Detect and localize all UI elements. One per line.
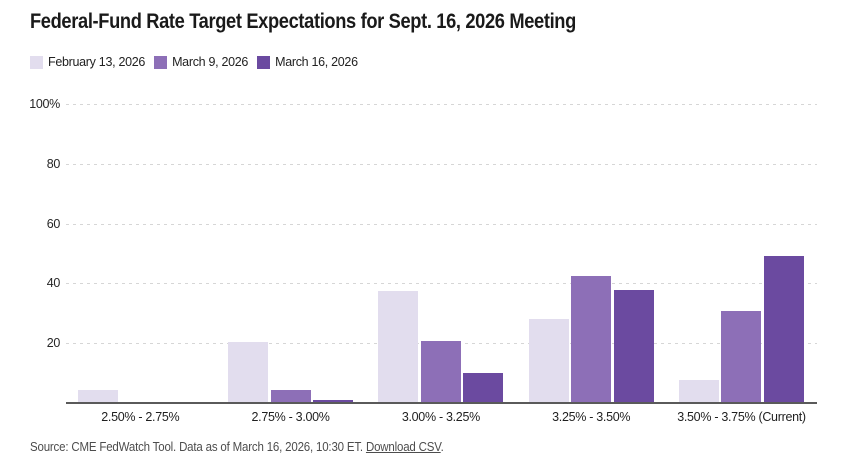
bar-march-9-2026[interactable] (420, 340, 461, 403)
bar-march-16-2026[interactable] (764, 255, 805, 403)
y-axis-tick-label: 80 (46, 156, 61, 171)
download-csv-link[interactable]: Download CSV (365, 440, 441, 454)
x-axis-category-label: 2.75% - 3.00% (251, 410, 330, 424)
y-axis-tick-label: 40 (46, 276, 61, 291)
legend-label: March 16, 2026 (275, 55, 358, 69)
legend-swatch-icon (30, 55, 43, 69)
plot-area: 100% 80 60 40 20 2.50% - 2.75% 2.75% - 3.00% 3.… (29, 97, 817, 424)
legend-item-march-9-2026[interactable]: March 9, 2026 (154, 55, 248, 69)
legend-swatch-icon (154, 55, 168, 69)
bar-february-13-2026[interactable] (528, 318, 569, 403)
bar-march-16-2026[interactable] (463, 372, 504, 403)
y-axis-tick-label: 100% (29, 97, 60, 111)
bar-group (678, 104, 805, 403)
legend-swatch-icon (257, 55, 271, 69)
bar-march-9-2026[interactable] (721, 311, 762, 403)
bar-february-13-2026[interactable] (378, 291, 419, 403)
bar-february-13-2026[interactable] (678, 380, 719, 403)
gridline (66, 223, 817, 225)
source-note: Source: CME FedWatch Tool. Data as of Ma… (30, 440, 444, 454)
x-axis-line (66, 402, 817, 404)
gridline (66, 104, 817, 105)
x-axis-category-label: 3.00% - 3.25% (401, 410, 480, 424)
bar-group (528, 104, 654, 403)
bar-february-13-2026[interactable] (228, 341, 268, 403)
legend: February 13, 2026 March 9, 2026 March 16… (30, 55, 358, 69)
bar-march-16-2026[interactable] (613, 289, 654, 403)
source-suffix: . (440, 440, 444, 454)
bar-march-16-2026[interactable] (313, 400, 354, 403)
bar-group (378, 104, 504, 403)
source-text: Source: CME FedWatch Tool. Data as of Ma… (30, 440, 366, 454)
gridline (66, 163, 817, 165)
x-axis-category-label: 3.50% - 3.75% (Current) (677, 410, 806, 424)
legend-label: February 13, 2026 (48, 55, 146, 69)
bar-february-13-2026[interactable] (77, 390, 118, 403)
x-axis-category-label: 3.25% - 3.50% (552, 410, 631, 424)
bar-march-9-2026[interactable] (571, 276, 612, 403)
bar-group (228, 104, 354, 403)
gridline (66, 283, 817, 285)
y-axis-tick-label: 20 (46, 336, 61, 351)
x-axis-category-label: 2.50% - 2.75% (101, 410, 180, 424)
bar-group (77, 104, 203, 403)
legend-item-march-16-2026[interactable]: March 16, 2026 (257, 55, 358, 69)
bar-march-9-2026[interactable] (270, 389, 311, 403)
legend-label: March 9, 2026 (172, 55, 249, 69)
y-axis-tick-label: 60 (46, 216, 61, 231)
chart-title: Federal-Fund Rate Target Expectations fo… (30, 10, 576, 33)
legend-item-feb-13-2026[interactable]: February 13, 2026 (30, 55, 145, 69)
